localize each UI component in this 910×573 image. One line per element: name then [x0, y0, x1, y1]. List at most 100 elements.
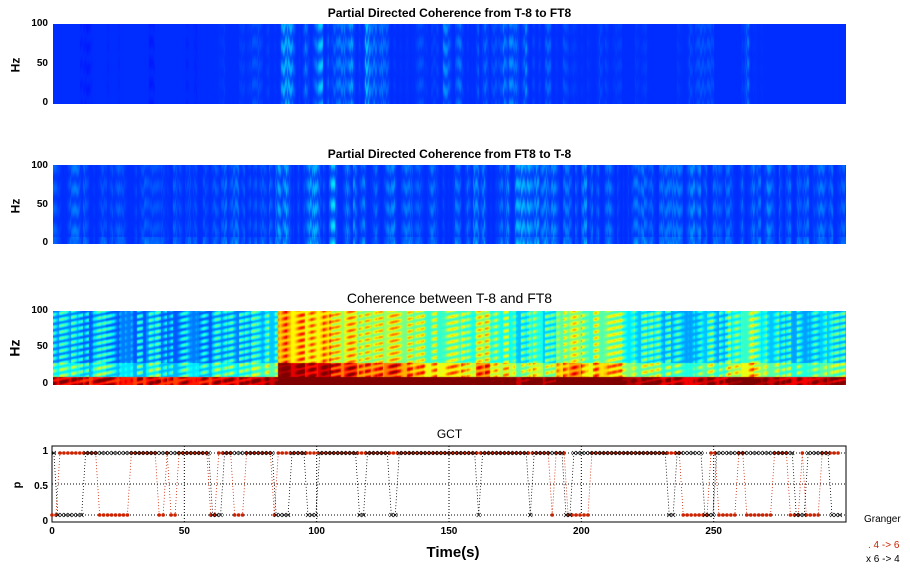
legend-entry-4-to-6: . 4 -> 6: [868, 540, 900, 551]
point-4-to-6: [236, 513, 241, 517]
point-6-to-4: [690, 450, 696, 456]
point-6-to-4: [837, 512, 843, 518]
point-6-to-4: [389, 512, 394, 518]
point-6-to-4: [452, 450, 458, 456]
xtick: 100: [308, 526, 325, 537]
point-4-to-6: [800, 451, 805, 455]
point-6-to-4: [190, 450, 196, 456]
point-6-to-4: [651, 450, 656, 456]
point-6-to-4: [793, 512, 799, 518]
point-6-to-4: [750, 450, 755, 456]
point-6-to-4: [786, 450, 791, 456]
point-6-to-4: [273, 512, 279, 518]
point-6-to-4: [623, 450, 628, 456]
point-6-to-4: [833, 512, 839, 518]
point-6-to-4: [742, 450, 747, 456]
point-6-to-4: [595, 450, 600, 456]
point-4-to-6: [169, 513, 173, 517]
point-6-to-4: [55, 512, 61, 518]
point-6-to-4: [730, 450, 735, 456]
point-6-to-4: [218, 512, 223, 518]
point-4-to-6: [363, 451, 368, 455]
point-6-to-4: [440, 450, 446, 456]
point-4-to-6: [693, 513, 697, 517]
point-6-to-4: [817, 450, 823, 456]
point-6-to-4: [91, 450, 96, 456]
point-6-to-4: [174, 450, 180, 456]
point-6-to-4: [269, 450, 275, 456]
point-6-to-4: [813, 450, 819, 456]
point-6-to-4: [262, 450, 267, 456]
point-4-to-6: [220, 451, 225, 455]
point-4-to-6: [681, 513, 686, 517]
point-6-to-4: [825, 450, 831, 456]
point-6-to-4: [210, 512, 215, 518]
point-6-to-4: [170, 450, 176, 456]
point-6-to-4: [138, 450, 144, 456]
point-6-to-4: [67, 512, 72, 518]
point-6-to-4: [408, 450, 414, 456]
panel4-title: GCT: [436, 427, 463, 441]
point-6-to-4: [103, 450, 108, 456]
point-4-to-6: [760, 513, 765, 517]
point-4-to-6: [308, 451, 312, 455]
point-4-to-6: [792, 513, 797, 517]
point-6-to-4: [567, 512, 573, 518]
point-6-to-4: [821, 450, 827, 456]
point-6-to-4: [393, 512, 398, 518]
panel1-title: Partial Directed Coherence from T-8 to F…: [327, 6, 572, 20]
point-6-to-4: [246, 450, 251, 456]
point-4-to-6: [232, 513, 237, 517]
point-6-to-4: [230, 450, 235, 456]
point-6-to-4: [575, 450, 581, 456]
point-6-to-4: [460, 450, 466, 456]
point-6-to-4: [373, 450, 378, 456]
point-4-to-6: [836, 451, 840, 455]
point-4-to-6: [574, 513, 578, 517]
point-6-to-4: [99, 450, 104, 456]
point-4-to-6: [121, 513, 126, 517]
point-6-to-4: [123, 450, 128, 456]
point-6-to-4: [214, 512, 219, 518]
point-6-to-4: [551, 450, 557, 456]
point-4-to-6: [697, 513, 701, 517]
xtick: 200: [572, 526, 590, 537]
point-6-to-4: [254, 450, 259, 456]
point-6-to-4: [119, 450, 124, 456]
point-4-to-6: [216, 451, 221, 455]
point-6-to-4: [341, 450, 346, 456]
point-6-to-4: [202, 450, 207, 456]
point-4-to-6: [161, 513, 165, 517]
point-4-to-6: [582, 513, 586, 517]
point-6-to-4: [198, 450, 203, 456]
point-6-to-4: [476, 512, 481, 518]
point-6-to-4: [456, 450, 462, 456]
ytick: 0: [42, 237, 48, 248]
point-6-to-4: [111, 450, 116, 456]
ytick: 0: [42, 97, 48, 108]
point-6-to-4: [607, 450, 612, 456]
point-6-to-4: [504, 450, 509, 456]
point-4-to-6: [272, 513, 277, 517]
point-4-to-6: [725, 513, 729, 517]
ytick: 100: [31, 305, 48, 316]
point-6-to-4: [738, 450, 743, 456]
point-6-to-4: [349, 450, 354, 456]
point-4-to-6: [117, 513, 122, 517]
point-4-to-6: [812, 513, 817, 517]
point-4-to-6: [713, 451, 717, 455]
point-6-to-4: [555, 450, 561, 456]
point-6-to-4: [666, 512, 672, 518]
xtick: 250: [705, 526, 722, 537]
point-6-to-4: [194, 450, 200, 456]
point-6-to-4: [337, 450, 342, 456]
point-6-to-4: [797, 512, 803, 518]
point-6-to-4: [698, 450, 704, 456]
point-6-to-4: [778, 450, 783, 456]
point-6-to-4: [500, 450, 505, 456]
point-4-to-6: [729, 513, 733, 517]
point-6-to-4: [309, 512, 315, 518]
point-4-to-6: [97, 513, 102, 517]
point-6-to-4: [142, 450, 148, 456]
point-6-to-4: [59, 512, 65, 518]
